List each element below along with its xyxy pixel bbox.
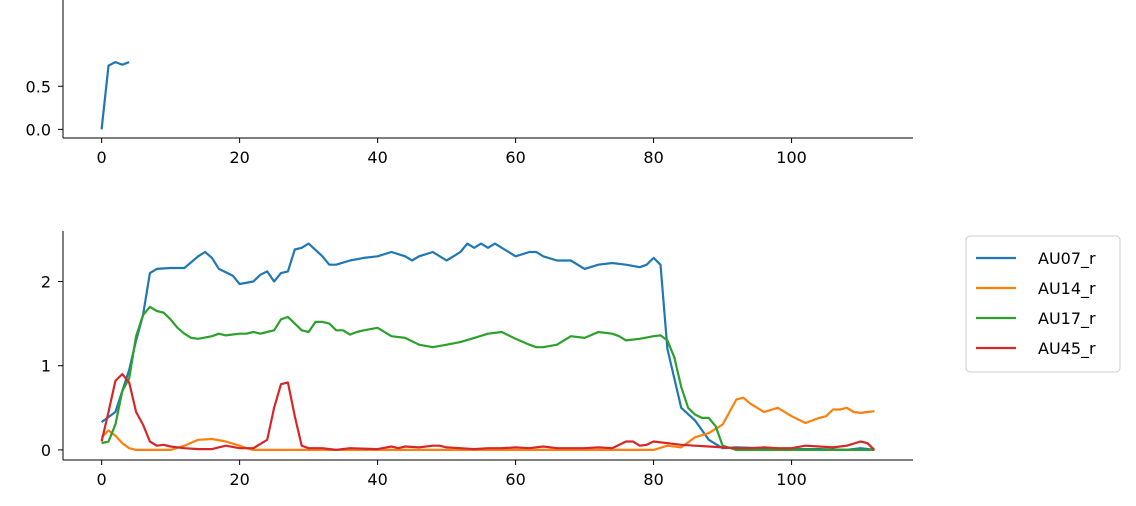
bottom-x-tick-label: 100: [776, 470, 807, 489]
legend: AU07_r AU14_r AU17_r AU45_r: [965, 235, 1121, 373]
legend-label-au14-r: AU14_r: [1038, 279, 1096, 299]
legend-label-au07-r: AU07_r: [1038, 249, 1096, 269]
top-series-layer: [100, 60, 130, 130]
bottom-line-au17-r: [101, 305, 875, 451]
legend-frame: [965, 235, 1121, 373]
top-x-tick-label: 80: [643, 148, 663, 167]
top-y-tick-label: 0.0: [26, 120, 51, 139]
bottom-y-tick-label: 0: [41, 441, 51, 460]
bottom-y-tick-label: 1: [41, 357, 51, 376]
bottom-series-layer: [100, 242, 876, 451]
top-line-series-0: [100, 60, 130, 130]
top-y-ticks: 0.0 0.5: [26, 77, 63, 139]
top-x-tick-label: 0: [97, 148, 107, 167]
legend-label-au17-r: AU17_r: [1038, 309, 1096, 329]
bottom-x-ticks: 0 20 40 60 80 100: [97, 460, 807, 489]
top-x-tick-label: 20: [229, 148, 249, 167]
bottom-chart: 0 20 40 60 80 100 0 1 2: [41, 231, 913, 489]
top-x-tick-label: 40: [367, 148, 387, 167]
top-y-tick-label: 0.5: [26, 77, 51, 96]
top-chart: 0 20 40 60 80 100 0.0 0.5: [26, 0, 913, 167]
top-x-tick-label: 60: [505, 148, 525, 167]
legend-label-au45-r: AU45_r: [1038, 339, 1096, 359]
bottom-y-tick-label: 2: [41, 273, 51, 292]
bottom-line-au14-r: [100, 396, 875, 451]
bottom-x-tick-label: 20: [229, 470, 249, 489]
bottom-x-tick-label: 60: [505, 470, 525, 489]
bottom-y-ticks: 0 1 2: [41, 273, 63, 460]
bottom-line-au07-r: [100, 242, 875, 451]
top-x-tick-label: 100: [776, 148, 807, 167]
top-x-ticks: 0 20 40 60 80 100: [97, 138, 807, 167]
bottom-x-tick-label: 0: [97, 470, 107, 489]
bottom-x-tick-label: 80: [643, 470, 663, 489]
bottom-line-au45-r: [100, 373, 876, 451]
legend-items: AU07_r AU14_r AU17_r AU45_r: [976, 249, 1096, 359]
bottom-x-tick-label: 40: [367, 470, 387, 489]
